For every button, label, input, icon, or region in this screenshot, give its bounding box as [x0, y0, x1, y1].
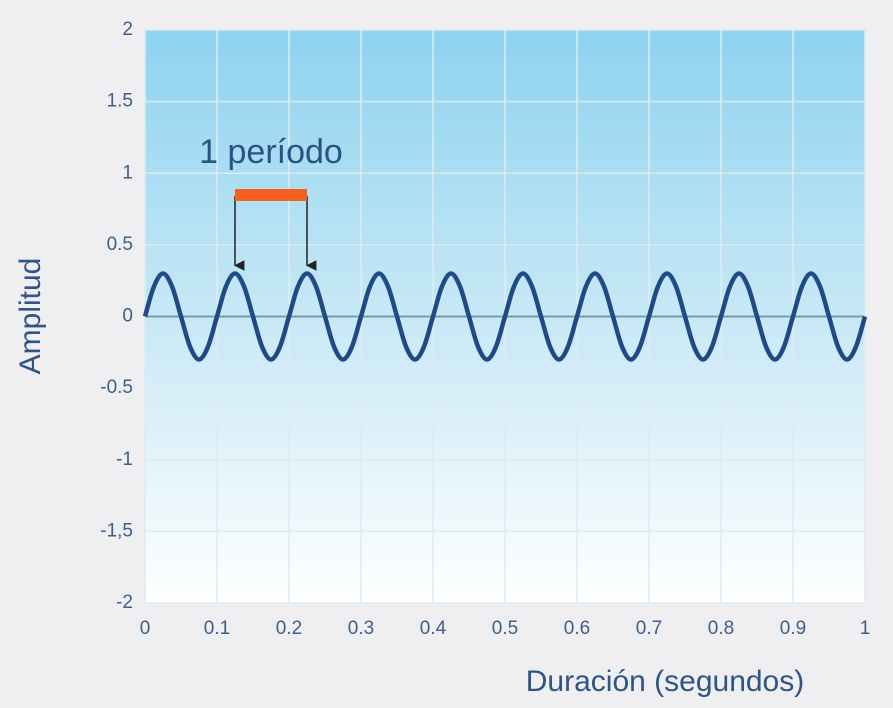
x-axis-label: Duración (segundos)	[526, 665, 804, 698]
y-tick-label: 2	[122, 19, 133, 40]
x-tick-label: 0.9	[780, 618, 806, 639]
x-tick-label: 0.3	[348, 618, 374, 639]
x-tick-label: 0	[140, 618, 151, 639]
y-tick-label: -2	[116, 592, 133, 613]
wave-line	[142, 271, 868, 362]
period-bracket	[235, 189, 307, 201]
x-tick-label: 0.4	[420, 618, 447, 639]
y-tick-label: 0	[122, 306, 133, 327]
x-tick-label: 0.2	[276, 618, 302, 639]
x-tick-label: 0.5	[492, 618, 518, 639]
x-tick-label: 0.6	[564, 618, 590, 639]
y-tick-label: 1.5	[107, 91, 133, 112]
y-tick-label: 1	[122, 162, 133, 183]
x-tick-label: 0.8	[708, 618, 734, 639]
y-tick-label: -1,5	[100, 520, 133, 541]
y-tick-label: -1	[116, 449, 133, 470]
x-tick-label: 1	[860, 618, 871, 639]
x-tick-label: 0.1	[204, 618, 230, 639]
annotation: 1 período	[199, 133, 343, 171]
y-axis-label: Amplitud	[14, 258, 47, 375]
x-tick-label: 0.7	[636, 618, 662, 639]
y-tick-label: -0.5	[100, 377, 133, 398]
y-tick-label: 0.5	[107, 234, 133, 255]
